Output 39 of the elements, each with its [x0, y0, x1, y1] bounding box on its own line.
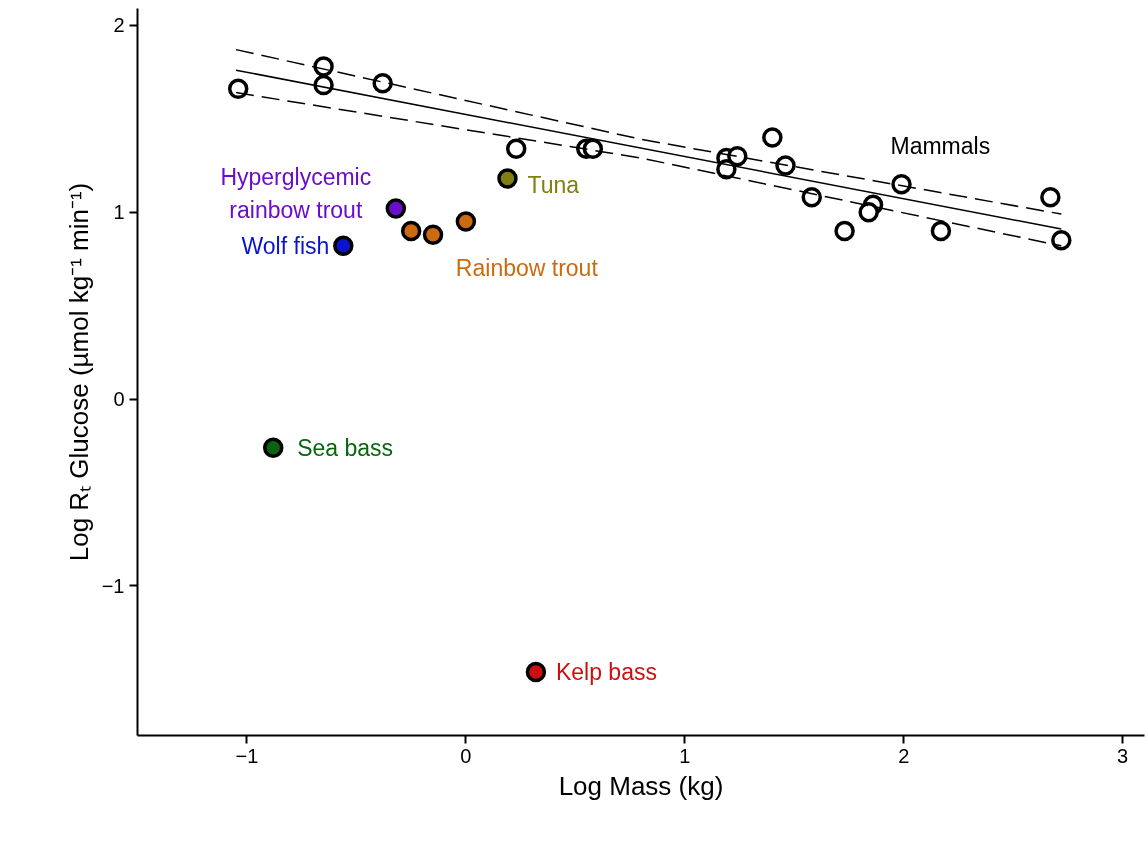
- series-label: Rainbow trout: [455, 254, 599, 281]
- point: [1040, 187, 1061, 208]
- point: [400, 220, 422, 242]
- point: [762, 127, 783, 148]
- point: [262, 437, 284, 458]
- y-axis-title: Log Rₜ Glucose (µmol kg⁻¹ min⁻¹): [63, 182, 94, 562]
- point: [801, 187, 822, 208]
- y-tick-label: 1: [113, 201, 125, 224]
- y-tick-label: −1: [101, 574, 125, 597]
- point: [497, 168, 518, 189]
- x-tick-label: 1: [679, 744, 691, 767]
- point: [333, 235, 354, 257]
- series-label: Kelp bass: [555, 658, 657, 685]
- point: [372, 73, 393, 94]
- x-axis-title: Log Mass (kg): [558, 770, 724, 801]
- point: [455, 211, 477, 232]
- point: [525, 661, 547, 683]
- point: [858, 201, 879, 223]
- point: [505, 138, 527, 159]
- point: [582, 138, 604, 159]
- point: [775, 155, 796, 176]
- series-label: Hyperglycemic rainbow trout: [220, 164, 372, 223]
- point: [385, 198, 407, 219]
- series-label: Mammals: [890, 133, 991, 160]
- x-tick-label: 0: [460, 744, 472, 767]
- point: [227, 78, 249, 100]
- series-label: Tuna: [527, 171, 580, 198]
- point: [422, 224, 444, 245]
- x-tick-label: 3: [1117, 744, 1129, 767]
- x-tick-label: −1: [235, 744, 259, 767]
- point: [891, 173, 912, 195]
- y-tick-label: 2: [113, 14, 125, 37]
- x-tick-label: 2: [898, 744, 910, 767]
- series-label: Sea bass: [297, 434, 394, 461]
- point: [834, 220, 855, 242]
- point: [1051, 230, 1072, 251]
- y-tick-label: 0: [113, 388, 125, 411]
- point: [930, 220, 952, 242]
- series-label: Wolf fish: [241, 232, 330, 259]
